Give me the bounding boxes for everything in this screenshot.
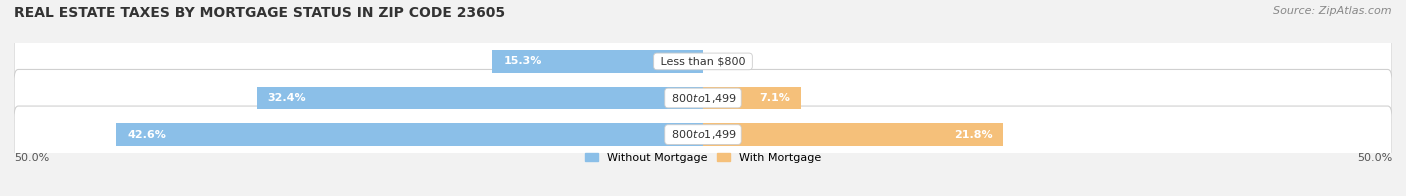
FancyBboxPatch shape (14, 69, 1392, 127)
Bar (117, 123, 703, 146)
Text: 0.0%: 0.0% (717, 56, 745, 66)
FancyBboxPatch shape (14, 106, 1392, 163)
FancyBboxPatch shape (14, 33, 1392, 90)
Text: 32.4%: 32.4% (267, 93, 307, 103)
Text: 21.8%: 21.8% (953, 130, 993, 140)
Bar (703, 87, 801, 109)
Text: $800 to $1,499: $800 to $1,499 (668, 92, 738, 104)
Legend: Without Mortgage, With Mortgage: Without Mortgage, With Mortgage (581, 148, 825, 167)
Text: Source: ZipAtlas.com: Source: ZipAtlas.com (1274, 6, 1392, 16)
Text: 7.1%: 7.1% (759, 93, 790, 103)
Text: $800 to $1,499: $800 to $1,499 (668, 128, 738, 141)
Text: 15.3%: 15.3% (503, 56, 541, 66)
Bar (256, 87, 703, 109)
Text: 50.0%: 50.0% (14, 153, 49, 163)
Text: Less than $800: Less than $800 (657, 56, 749, 66)
Text: 42.6%: 42.6% (127, 130, 166, 140)
Text: REAL ESTATE TAXES BY MORTGAGE STATUS IN ZIP CODE 23605: REAL ESTATE TAXES BY MORTGAGE STATUS IN … (14, 6, 505, 20)
Bar (703, 123, 1004, 146)
Text: 50.0%: 50.0% (1357, 153, 1392, 163)
Bar (492, 50, 703, 73)
